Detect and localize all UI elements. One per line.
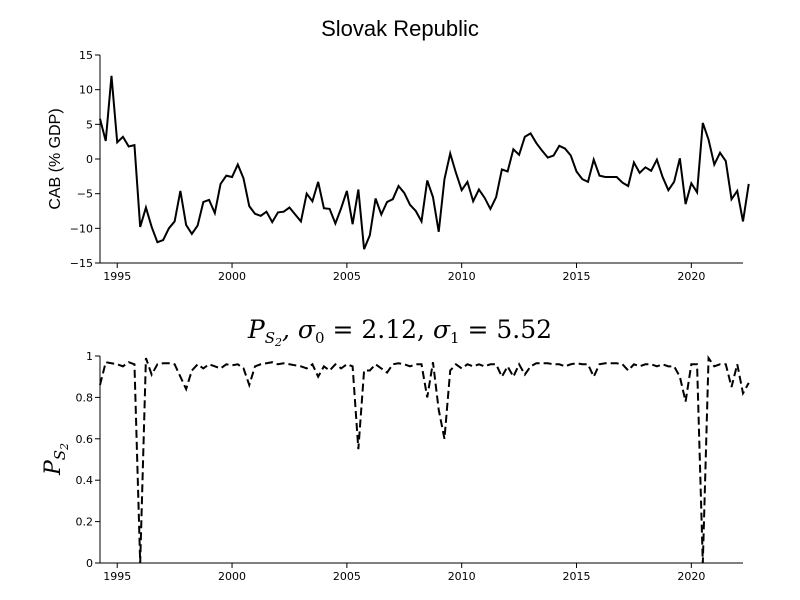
y-tick-label: 1	[86, 350, 93, 363]
y-axis-label: CAB (% GDP)	[47, 108, 64, 209]
ticks: −15 −10 −5 0 5 10 15 1995 2000 2005 2010 2015 2020	[70, 49, 706, 283]
y-tick-label: 0	[86, 557, 93, 570]
chart-title: Slovak Republic	[321, 16, 479, 41]
y-axis-label: PS2	[41, 443, 71, 476]
x-tick-label: 1995	[103, 570, 131, 583]
chart-probability: PS2, σ0 = 2.12, σ1 = 5.52 PS2 0 0.2 0.4 0.6…	[41, 315, 750, 583]
y-tick-label: 10	[79, 84, 93, 97]
y-tick-label: −10	[70, 222, 93, 235]
x-tick-label: 2000	[218, 270, 246, 283]
y-tick-label: 0.2	[76, 516, 94, 529]
x-tick-label: 2015	[563, 570, 591, 583]
y-tick-label: 0	[86, 153, 93, 166]
y-tick-label: −5	[77, 188, 93, 201]
y-tick-label: 0.4	[76, 474, 94, 487]
x-tick-label: 2020	[677, 270, 705, 283]
y-tick-label: −15	[70, 257, 93, 270]
x-tick-label: 2000	[218, 570, 246, 583]
x-tick-label: 2020	[677, 570, 705, 583]
y-tick-label: 0.8	[76, 391, 94, 404]
ticks: 0 0.2 0.4 0.6 0.8 1 1995 2000 2005 2010 2015 2020	[76, 350, 706, 583]
y-tick-label: 15	[79, 49, 93, 62]
x-tick-label: 1995	[103, 270, 131, 283]
y-tick-label: 5	[86, 118, 93, 131]
axes	[99, 356, 743, 564]
x-tick-label: 2005	[333, 270, 361, 283]
x-tick-label: 2010	[448, 270, 476, 283]
chart-title: PS2, σ0 = 2.12, σ1 = 5.52	[247, 315, 552, 349]
x-tick-label: 2005	[333, 570, 361, 583]
y-tick-label: 0.6	[76, 433, 94, 446]
chart-cab: Slovak Republic CAB (% GDP) −15 −10 −5 0 5 10…	[47, 16, 750, 283]
axes	[99, 55, 743, 264]
series-line-cab	[99, 75, 750, 250]
series-line-probability	[99, 354, 750, 564]
x-tick-label: 2015	[563, 270, 591, 283]
x-tick-label: 2010	[448, 570, 476, 583]
